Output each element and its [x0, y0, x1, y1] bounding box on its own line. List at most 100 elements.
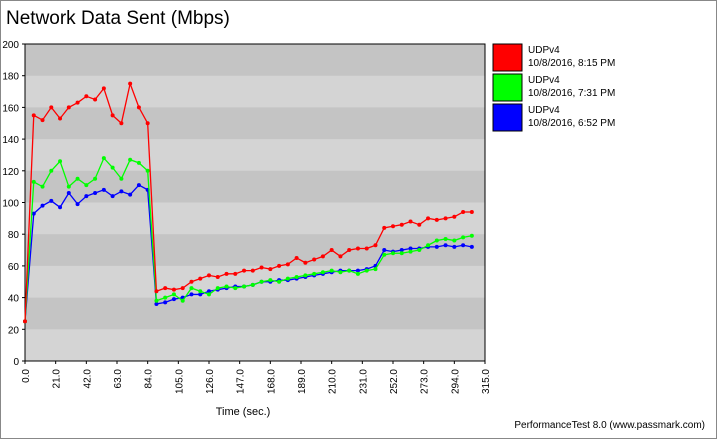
point — [373, 243, 378, 248]
point — [347, 268, 352, 273]
y-tick-label: 160 — [2, 103, 19, 114]
legend-swatch — [492, 73, 523, 102]
point — [303, 273, 308, 278]
x-tick-label: 21.0 — [52, 369, 63, 389]
x-tick-label: 63.0 — [113, 369, 124, 389]
x-tick-label: 294.0 — [450, 369, 461, 394]
plot-border — [24, 43, 486, 362]
legend-swatch — [492, 103, 523, 132]
point — [338, 270, 343, 275]
point — [338, 254, 343, 259]
point — [49, 168, 54, 173]
point — [101, 187, 106, 192]
point — [119, 176, 124, 181]
point — [58, 116, 63, 121]
point — [23, 319, 27, 324]
point — [469, 210, 474, 215]
point — [180, 298, 185, 303]
point — [391, 251, 395, 256]
point — [355, 246, 360, 251]
point — [417, 248, 422, 253]
y-tick-label: 120 — [2, 167, 19, 178]
point — [312, 257, 317, 262]
x-tick-label: 252.0 — [389, 369, 400, 394]
point — [294, 255, 299, 260]
point — [119, 189, 124, 194]
y-tick-label: 60 — [8, 262, 20, 273]
legend-date: 10/8/2016, 8:15 PM — [528, 58, 615, 69]
point — [180, 286, 185, 291]
point — [461, 243, 466, 248]
point — [277, 279, 282, 284]
point — [84, 94, 89, 99]
point — [171, 292, 176, 297]
point — [259, 265, 264, 270]
point — [93, 97, 98, 102]
point — [233, 271, 238, 276]
footer: PerformanceTest 8.0 (www.passmark.com) — [514, 420, 705, 431]
point — [434, 238, 439, 243]
point — [101, 156, 106, 161]
point — [110, 194, 115, 199]
point — [452, 214, 457, 219]
point — [40, 184, 45, 189]
point — [110, 113, 115, 118]
x-tick-label: 42.0 — [82, 369, 93, 389]
x-tick-label: 105.0 — [174, 369, 185, 394]
grid-band — [25, 107, 485, 140]
point — [154, 298, 159, 303]
point — [268, 278, 273, 283]
point — [128, 192, 133, 197]
point — [58, 159, 63, 164]
x-tick-label: 315.0 — [481, 369, 492, 394]
x-tick-label: 126.0 — [205, 369, 216, 394]
y-tick-label: 100 — [2, 199, 19, 210]
point — [145, 168, 150, 173]
point — [66, 190, 71, 195]
point — [198, 276, 203, 281]
point — [259, 279, 264, 284]
point — [40, 118, 45, 123]
point — [399, 251, 404, 256]
point — [347, 248, 352, 253]
point — [312, 271, 317, 276]
point — [294, 274, 299, 279]
point — [163, 286, 168, 291]
point — [320, 254, 325, 259]
point — [285, 262, 290, 267]
grid-band — [25, 44, 485, 76]
y-tick-label: 20 — [8, 325, 20, 336]
point — [84, 183, 89, 188]
y-tick-label: 140 — [2, 135, 19, 146]
legend-swatch — [492, 43, 523, 72]
legend-name: UDPv4 — [528, 75, 560, 86]
point — [189, 292, 194, 297]
point — [443, 243, 448, 248]
point — [163, 300, 168, 305]
point — [461, 235, 466, 240]
x-tick-label: 231.0 — [358, 369, 369, 394]
point — [198, 289, 203, 294]
point — [382, 248, 387, 253]
point — [364, 268, 369, 273]
x-tick-label: 210.0 — [328, 369, 339, 394]
point — [75, 100, 80, 105]
y-tick-label: 0 — [13, 357, 19, 368]
point — [66, 184, 71, 189]
point — [355, 268, 360, 273]
point — [250, 282, 255, 287]
point — [452, 244, 457, 249]
point — [434, 217, 439, 222]
point — [355, 271, 360, 276]
point — [426, 216, 431, 221]
point — [171, 287, 176, 292]
point — [242, 284, 247, 289]
point — [215, 286, 220, 291]
point — [382, 225, 387, 230]
x-axis-title: Time (sec.) — [216, 406, 271, 418]
point — [145, 121, 150, 126]
point — [373, 267, 378, 272]
y-tick-label: 180 — [2, 72, 19, 83]
point — [268, 267, 273, 272]
